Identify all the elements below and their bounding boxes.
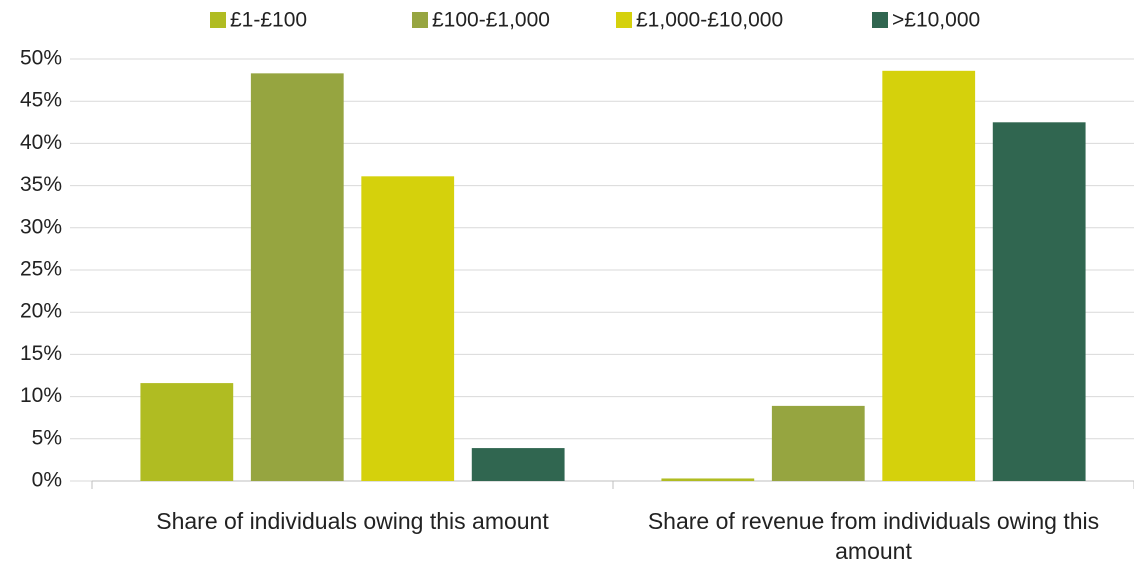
- bar: [661, 478, 755, 481]
- y-tick-label: 15%: [20, 342, 62, 365]
- legend-label: £1-£100: [230, 9, 307, 32]
- legend-swatch: [412, 12, 428, 28]
- y-tick-label: 25%: [20, 258, 62, 281]
- legend-label: >£10,000: [892, 9, 980, 32]
- legend-swatch: [872, 12, 888, 28]
- y-tick-label: 20%: [20, 300, 62, 323]
- y-tick-label: 45%: [20, 89, 62, 112]
- x-tick-label: Share of revenue from individuals owing …: [647, 508, 1100, 564]
- bar: [882, 70, 976, 481]
- y-tick-label: 0%: [32, 469, 62, 492]
- bar: [471, 448, 565, 481]
- y-tick-label: 40%: [20, 131, 62, 154]
- y-tick-label: 50%: [20, 47, 62, 70]
- bar: [992, 122, 1086, 482]
- legend-label: £1,000-£10,000: [636, 9, 783, 32]
- legend-swatch: [616, 12, 632, 28]
- legend-swatch: [210, 12, 226, 28]
- bar: [140, 383, 234, 481]
- y-tick-label: 35%: [20, 173, 62, 196]
- y-tick-label: 5%: [32, 426, 62, 449]
- bar: [771, 405, 865, 481]
- y-tick-label: 30%: [20, 215, 62, 238]
- y-tick-label: 10%: [20, 384, 62, 407]
- x-tick-label: Share of individuals owing this amount: [156, 508, 549, 534]
- legend-label: £100-£1,000: [432, 9, 550, 32]
- bar: [250, 73, 344, 482]
- bar: [361, 176, 455, 482]
